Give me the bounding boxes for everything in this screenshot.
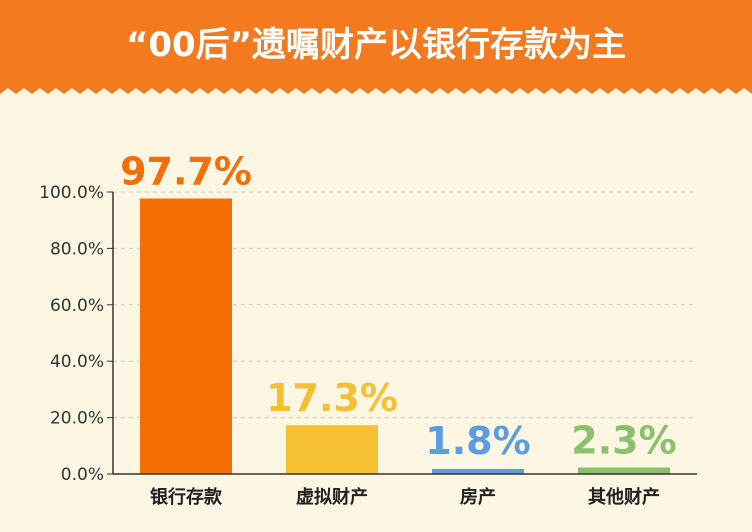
chart-title: “00后”遗嘱财产以银行存款为主 [126,25,626,65]
y-tick-label: 100.0% [39,183,104,203]
data-label: 17.3% [266,376,398,420]
x-tick-label: 虚拟财产 [296,486,368,508]
bar [140,198,232,474]
bar [578,467,670,474]
bars: 97.7% 17.3% 1.8% 2.3% [120,149,677,474]
x-tick-label: 房产 [460,486,496,508]
y-tick-label: 20.0% [50,409,104,429]
banner-shape [0,0,752,94]
y-tick-label: 40.0% [50,352,104,372]
data-label: 97.7% [120,149,252,193]
bar [286,425,378,474]
title-banner [0,0,752,94]
y-tick-label: 0.0% [61,465,104,485]
y-tick-label: 80.0% [50,239,104,259]
x-tick-label: 银行存款 [150,486,223,508]
data-label: 1.8% [425,419,530,463]
bar [432,468,524,474]
x-tick-label: 其他财产 [588,486,660,508]
y-axis: 0.0% 20.0% 40.0% 60.0% 80.0% 100.0% [39,183,114,485]
x-axis: 银行存款 虚拟财产 房产 其他财产 [113,473,697,508]
y-tick-label: 60.0% [50,296,104,316]
data-label: 2.3% [571,419,676,463]
